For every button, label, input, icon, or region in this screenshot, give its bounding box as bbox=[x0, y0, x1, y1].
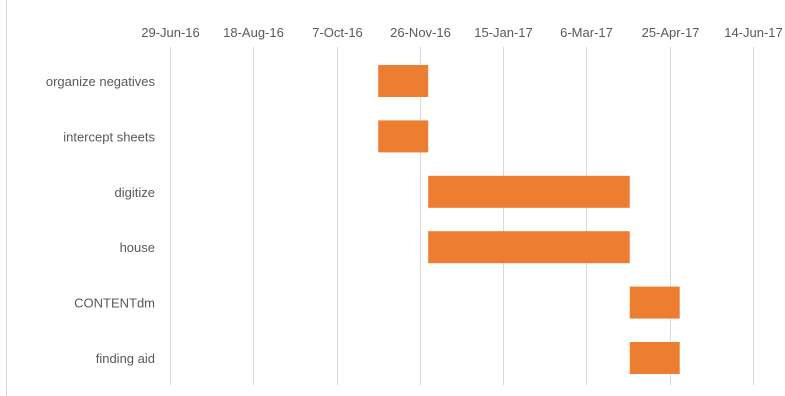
category-label: CONTENTdm bbox=[74, 296, 155, 311]
x-axis-tick-labels: 29-Jun-16 18-Aug-16 7-Oct-16 26-Nov-16 15-Ja… bbox=[141, 25, 783, 40]
x-tick-label: 14-Jun-17 bbox=[724, 25, 783, 40]
task-bar-0 bbox=[378, 65, 429, 97]
category-label: house bbox=[120, 240, 155, 255]
x-tick-label: 25-Apr-17 bbox=[642, 25, 700, 40]
task-bar-3 bbox=[428, 231, 630, 264]
task-bar-5 bbox=[629, 342, 680, 374]
x-tick-label: 26-Nov-16 bbox=[390, 25, 451, 40]
task-bar-1 bbox=[378, 120, 429, 153]
gridlines bbox=[170, 47, 754, 385]
category-label: finding aid bbox=[96, 351, 155, 366]
category-label: organize negatives bbox=[46, 74, 156, 89]
task-bars bbox=[378, 65, 680, 374]
category-label: digitize bbox=[115, 185, 155, 200]
x-tick-label: 7-Oct-16 bbox=[312, 25, 363, 40]
x-tick-label: 6-Mar-17 bbox=[560, 25, 613, 40]
chart-frame bbox=[6, 0, 785, 396]
category-label: intercept sheets bbox=[63, 129, 155, 144]
task-bar-4 bbox=[629, 286, 680, 319]
x-tick-label: 15-Jan-17 bbox=[474, 25, 533, 40]
x-tick-label: 18-Aug-16 bbox=[223, 25, 284, 40]
task-bar-2 bbox=[428, 175, 630, 208]
x-tick-label: 29-Jun-16 bbox=[141, 25, 200, 40]
category-labels: organize negatives intercept sheets digiti… bbox=[46, 74, 156, 366]
